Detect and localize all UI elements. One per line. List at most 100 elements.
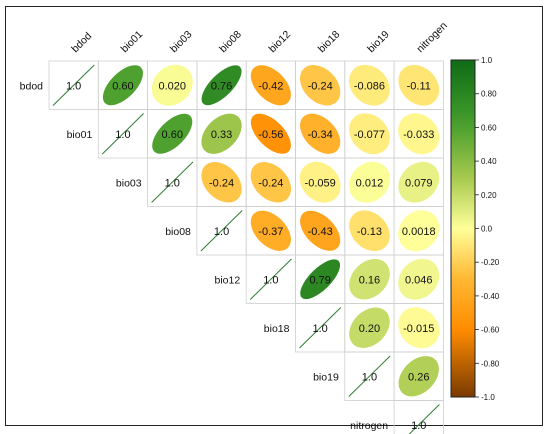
correlation-value: -0.42 (258, 80, 283, 92)
correlation-ellipse (349, 258, 390, 300)
correlation-value: -0.56 (258, 129, 283, 141)
colorbar-tick-label: 0.0 (481, 225, 493, 234)
correlation-value: 0.79 (309, 274, 330, 286)
column-label: bio08 (217, 28, 244, 55)
correlation-value: -0.24 (258, 177, 283, 189)
correlation-value: 0.26 (408, 371, 429, 383)
column-label: bio03 (168, 28, 195, 55)
grid-cell (393, 400, 444, 434)
correlation-value: 0.079 (405, 177, 433, 189)
correlation-ellipse (201, 162, 242, 203)
correlation-value: 1.0 (263, 274, 278, 286)
correlation-ellipse (398, 161, 440, 203)
correlation-value: 1.0 (362, 371, 377, 383)
row-label: bio03 (116, 177, 142, 189)
row-label: bio12 (214, 274, 240, 286)
correlation-value: 1.0 (313, 323, 328, 335)
diagonal-line (151, 161, 194, 203)
correlation-ellipse (398, 64, 440, 106)
correlation-value: 0.012 (356, 177, 384, 189)
correlation-value: 1.0 (411, 420, 426, 432)
row-label: bio18 (264, 323, 290, 335)
correlation-ellipse (299, 161, 341, 203)
colorbar-tick-label: -0.60 (481, 326, 500, 335)
correlation-ellipse (398, 258, 440, 300)
correlation-value: 0.0018 (402, 226, 436, 238)
correlation-value: -0.077 (354, 129, 385, 141)
chart-frame (5, 6, 543, 426)
diagonal-line (408, 404, 440, 434)
correlation-value: -0.24 (209, 177, 234, 189)
correlation-value: 0.60 (112, 80, 133, 92)
column-label: bio19 (365, 28, 392, 55)
diagonal-line (52, 64, 95, 106)
correlation-ellipse (398, 210, 440, 252)
column-label: bdod (69, 30, 94, 55)
colorbar-tick-label: -1.0 (481, 393, 495, 402)
correlation-value: -0.059 (305, 177, 336, 189)
correlation-value: -0.015 (403, 323, 434, 335)
column-label: bio01 (119, 28, 146, 55)
correlation-value: -0.086 (354, 80, 385, 92)
correlation-value: -0.34 (308, 129, 333, 141)
column-label: bio18 (316, 28, 343, 55)
correlation-ellipse (398, 113, 440, 155)
correlation-ellipse (250, 113, 291, 154)
diagonal-line (200, 210, 243, 252)
row-label: nitrogen (350, 420, 388, 432)
correlation-value: 0.33 (211, 129, 232, 141)
correlation-value: 0.16 (359, 274, 380, 286)
correlation-value: -0.24 (308, 80, 333, 92)
correlation-ellipse (349, 64, 390, 106)
correlation-value: 1.0 (66, 80, 81, 92)
correlation-ellipse (349, 113, 390, 155)
correlation-value: 1.0 (165, 177, 180, 189)
correlation-ellipse (250, 162, 292, 203)
correlation-ellipse (102, 65, 143, 106)
correlation-ellipse (250, 65, 291, 106)
colorbar-tick-label: -0.20 (481, 258, 500, 267)
diagonal-line (299, 307, 342, 349)
correlation-ellipse (300, 113, 341, 154)
colorbar-tick-label: -0.40 (481, 292, 500, 301)
correlation-ellipse (152, 113, 193, 154)
correlation-ellipse (398, 356, 439, 397)
correlation-ellipse (348, 161, 390, 203)
correlation-value: 0.046 (405, 274, 433, 286)
correlation-value: -0.13 (357, 226, 382, 238)
row-label: bio01 (67, 129, 93, 141)
correlation-value: -0.37 (258, 226, 283, 238)
correlation-ellipse (201, 65, 242, 106)
diagonal-line (348, 355, 391, 397)
correlation-ellipse (300, 259, 341, 300)
diagonal-line (249, 258, 292, 300)
correlation-value: 0.020 (158, 80, 186, 92)
colorbar-tick-label: 0.20 (481, 191, 497, 200)
row-label: bdod (20, 80, 44, 92)
column-label: bio12 (266, 28, 293, 55)
colorbar (450, 59, 476, 398)
correlation-value: 1.0 (115, 129, 130, 141)
correlation-value: -0.11 (407, 80, 431, 92)
colorbar-tick-label: 0.40 (481, 157, 497, 166)
correlation-ellipse (300, 210, 341, 251)
correlation-ellipse (349, 307, 390, 348)
correlation-value: 0.20 (359, 323, 380, 335)
correlation-value: 0.60 (162, 129, 183, 141)
correlation-ellipse (151, 64, 193, 106)
row-label: bio08 (165, 226, 191, 238)
diagonal-line (101, 113, 144, 155)
correlation-ellipse (201, 113, 242, 154)
correlation-ellipse (250, 210, 291, 251)
correlation-value: -0.43 (308, 226, 333, 238)
colorbar-tick-label: 1.0 (481, 56, 493, 65)
colorbar-tick-label: 0.80 (481, 90, 497, 99)
correlation-value: 0.76 (211, 80, 232, 92)
correlation-value: 1.0 (214, 226, 229, 238)
correlation-ellipse (299, 65, 341, 106)
correlation-ellipse (398, 307, 440, 349)
correlation-ellipse (349, 210, 390, 252)
column-label: nitrogen (414, 20, 449, 55)
colorbar-tick-label: 0.60 (481, 123, 497, 132)
